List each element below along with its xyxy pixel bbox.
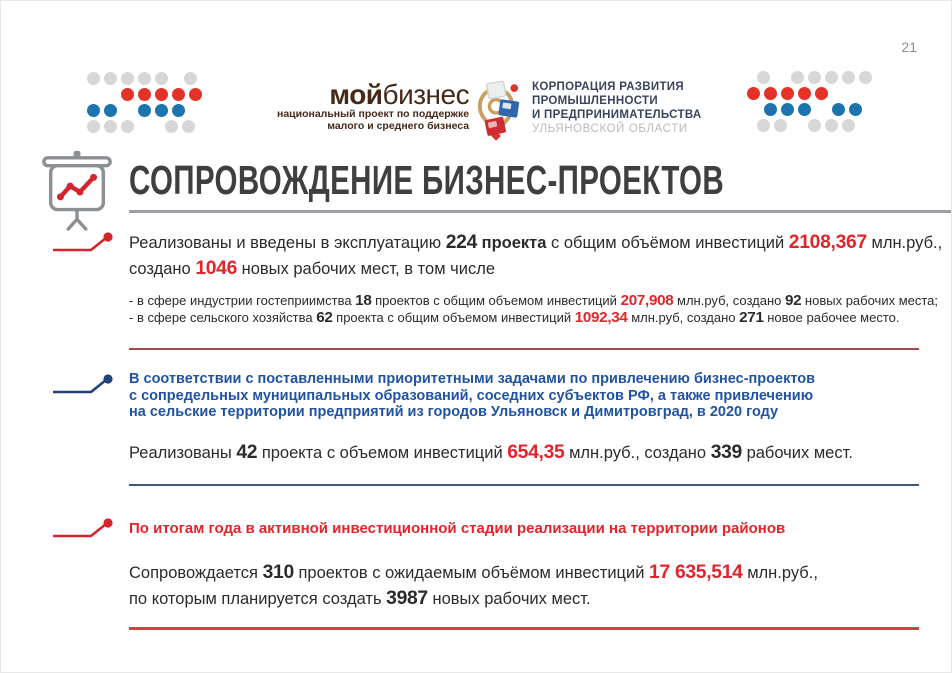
trend-arrow-red-icon xyxy=(53,232,113,252)
decorative-dot xyxy=(798,87,811,100)
decorative-dot xyxy=(781,103,794,116)
section-3-heading: По итогам года в активной инвестиционной… xyxy=(129,520,786,537)
section-3-body-text: Сопровождается 310 проектов с ожидаемым … xyxy=(129,562,818,609)
decorative-dot xyxy=(172,104,185,117)
decorative-dot xyxy=(138,88,151,101)
decorative-dot xyxy=(774,119,788,132)
decorative-dot xyxy=(757,71,771,84)
my-business-title-bold: мой xyxy=(329,79,383,110)
decorative-dot xyxy=(791,71,805,84)
decorative-dot xyxy=(87,72,100,85)
decorative-dot xyxy=(825,119,839,132)
presentation-chart-icon xyxy=(42,151,112,231)
title-underline xyxy=(129,210,951,213)
decorative-dot xyxy=(138,104,151,117)
my-business-logo: мойбизнес национальный проект по поддерж… xyxy=(277,81,520,143)
corporation-name-line1: КОРПОРАЦИЯ РАЗВИТИЯ xyxy=(532,81,684,93)
decorative-dot xyxy=(104,120,117,133)
corporation-region: УЛЬЯНОВСКОЙ ОБЛАСТИ xyxy=(532,123,688,135)
section-1-main-text: Реализованы и введены в эксплуатацию 224… xyxy=(129,232,943,279)
decorative-dot xyxy=(155,88,168,101)
decorative-dot xyxy=(764,87,777,100)
decorative-dot xyxy=(832,103,845,116)
page-number: 21 xyxy=(901,39,917,55)
decorative-dot xyxy=(808,119,822,132)
my-business-subtitle-1: национальный проект по поддержке xyxy=(277,108,470,120)
decorative-dot xyxy=(121,120,134,133)
my-business-subtitle-2: малого и среднего бизнеса xyxy=(327,120,470,132)
decorative-dot xyxy=(798,103,811,116)
section-1-sub-text: - в сфере индустрии гостеприимства 18 пр… xyxy=(129,292,939,326)
my-business-title-rest: бизнес xyxy=(382,79,470,110)
decorative-dot xyxy=(104,72,117,85)
decorative-dot xyxy=(781,87,794,100)
divider-dark-red xyxy=(129,348,919,350)
dot-pattern-right xyxy=(747,71,877,151)
page-title: СОПРОВОЖДЕНИЕ БИЗНЕС-ПРОЕКТОВ xyxy=(129,157,725,203)
decorative-dot xyxy=(849,103,862,116)
decorative-dot xyxy=(825,71,839,84)
divider-dark-blue xyxy=(129,484,919,486)
decorative-dot xyxy=(859,71,873,84)
corporation-name-line3: И ПРЕДПРИНИМАТЕЛЬСТВА xyxy=(532,109,702,121)
cubes-icon xyxy=(485,80,520,136)
decorative-dot xyxy=(815,87,828,100)
decorative-dot xyxy=(87,120,100,133)
decorative-dot xyxy=(842,71,856,84)
decorative-dot xyxy=(104,104,117,117)
decorative-dot xyxy=(172,88,185,101)
decorative-dot xyxy=(121,72,134,85)
decorative-dot xyxy=(842,119,856,132)
section-2-result-text: Реализованы 42 проекта с объемом инвести… xyxy=(129,442,853,463)
corporation-name: КОРПОРАЦИЯ РАЗВИТИЯ ПРОМЫШЛЕННОСТИ И ПРЕ… xyxy=(532,80,701,137)
decorative-dot xyxy=(182,120,196,133)
my-business-title: мойбизнес xyxy=(277,79,470,110)
trend-arrow-blue-icon xyxy=(53,374,113,394)
corporation-name-line2: ПРОМЫШЛЕННОСТИ xyxy=(532,95,658,107)
my-business-wordmark: мойбизнес национальный проект по поддерж… xyxy=(277,79,470,133)
decorative-dot xyxy=(808,71,822,84)
divider-bottom-red xyxy=(129,627,919,630)
decorative-dot xyxy=(189,88,202,101)
corporation-logo: КОРПОРАЦИЯ РАЗВИТИЯ ПРОМЫШЛЕННОСТИ И ПРЕ… xyxy=(485,77,701,137)
decorative-dot xyxy=(183,72,197,85)
section-2-line-3: на сельские территории предприятий из го… xyxy=(129,404,779,420)
decorative-dot xyxy=(155,104,168,117)
trend-arrow-red-icon-2 xyxy=(53,518,113,538)
section-2-line-1: В соответствии с поставленными приоритет… xyxy=(129,371,816,387)
section-2-priorities-text: В соответствии с поставленными приоритет… xyxy=(129,371,815,421)
decorative-dot xyxy=(165,120,179,133)
dot-pattern-left xyxy=(87,72,217,152)
decorative-dot xyxy=(155,72,168,85)
decorative-dot xyxy=(764,103,777,116)
decorative-dot xyxy=(757,119,771,132)
decorative-dot xyxy=(87,104,100,117)
section-2-line-2: с сопредельных муниципальных образований… xyxy=(129,387,814,404)
decorative-dot xyxy=(121,88,134,101)
decorative-dot xyxy=(747,87,760,100)
decorative-dot xyxy=(138,72,151,85)
